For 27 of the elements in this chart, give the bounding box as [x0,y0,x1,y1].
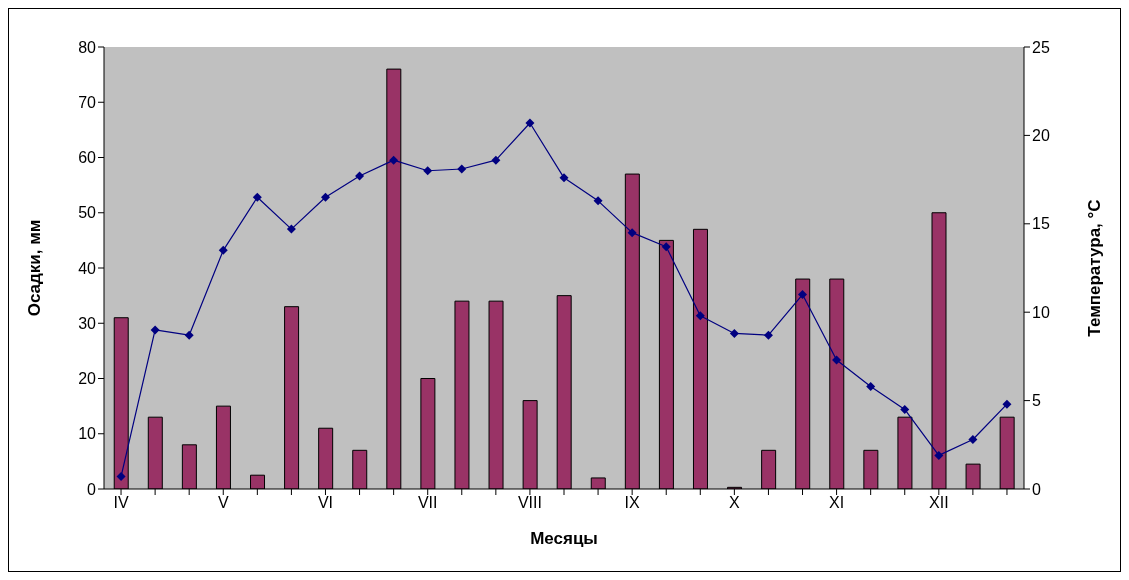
y-tick-label: 40 [78,259,97,277]
x-tick-label: IV [113,494,129,512]
y2-tick-label: 20 [1032,127,1050,145]
y2-tick-label: 10 [1032,303,1050,321]
x-tick-label: VII [417,494,438,512]
y2-tick-label: 15 [1032,215,1050,233]
x-tick-label: VIII [517,494,542,512]
y-tick-label: 80 [78,38,97,56]
y-tick-label: 30 [78,314,97,332]
x-tick-label: V [217,494,229,512]
y-tick-label: 60 [78,149,97,167]
x-tick-label: XI [829,494,845,512]
y2-tick-label: 5 [1032,392,1041,410]
x-tick-label: XII [929,494,949,512]
y-tick-label: 70 [78,93,97,111]
x-axis-title: Месяцы [530,529,598,548]
y-tick-label: 10 [78,425,97,443]
x-tick-label: IX [624,494,641,512]
y-tick-label: 20 [78,370,97,388]
y-tick-label: 0 [87,480,97,498]
y-axis-title: Осадки, мм [25,219,45,317]
x-tick-label: VI [317,494,334,512]
y2-axis-title: Температура, °C [1085,199,1105,337]
x-tick-label: X [729,494,741,512]
y2-tick-label: 0 [1032,480,1041,498]
y-tick-label: 50 [78,204,97,222]
y2-tick-label: 25 [1032,38,1050,56]
